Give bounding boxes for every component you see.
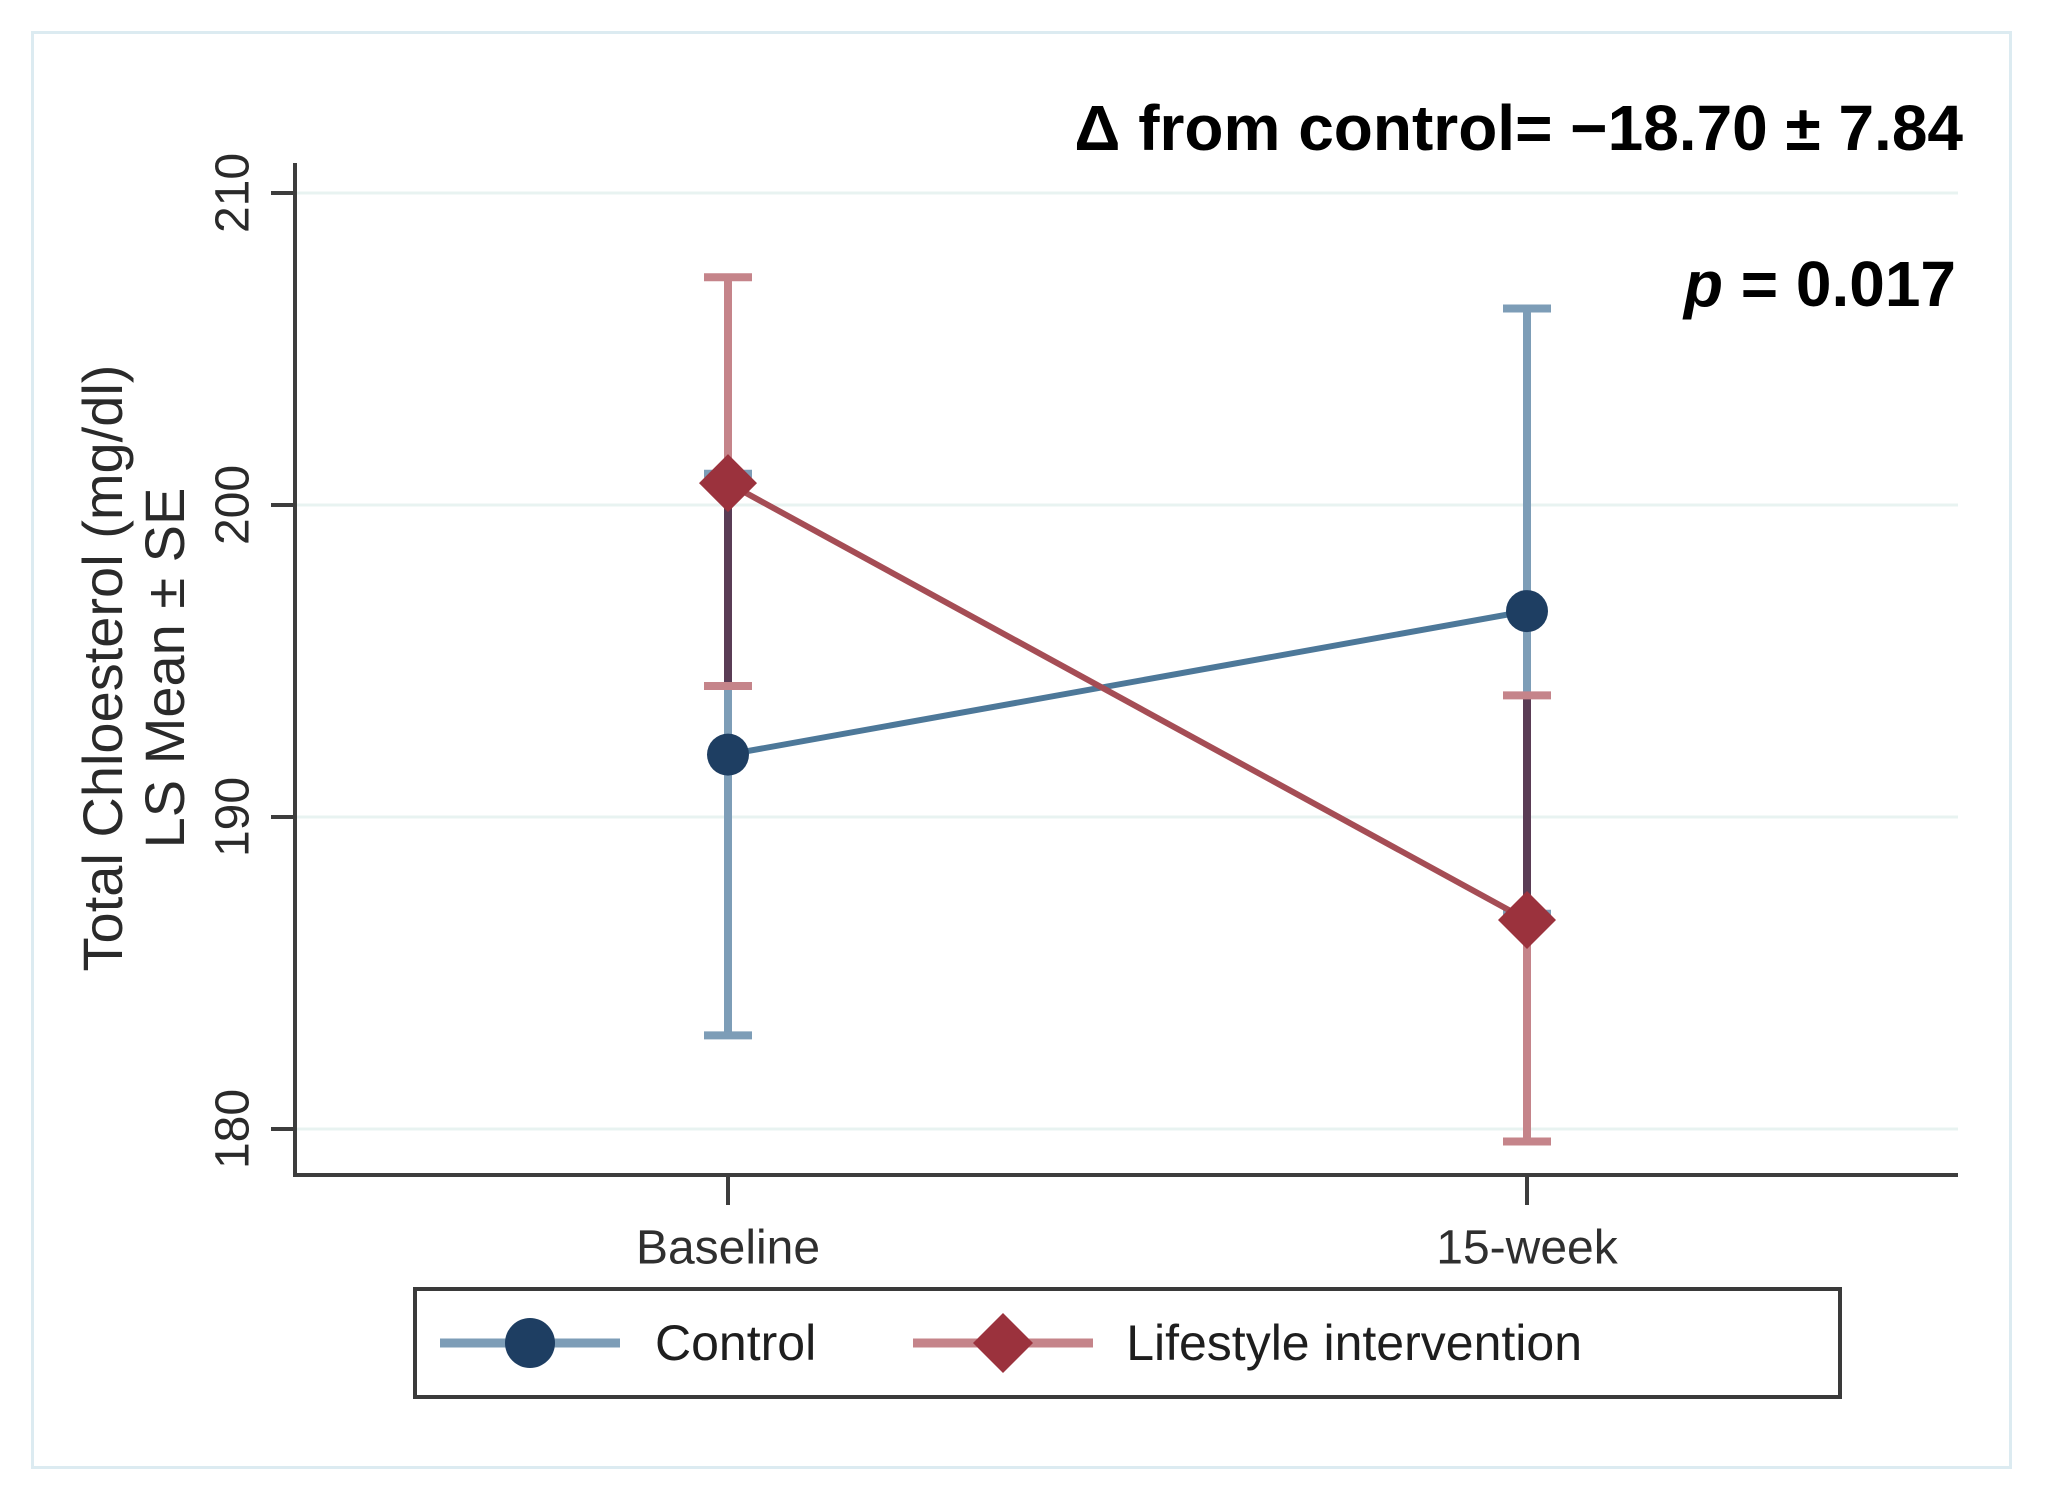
x-tick-label-baseline: Baseline (635, 1221, 821, 1275)
legend-entry-lifestyle: Lifestyle intervention (908, 1305, 1582, 1381)
y-tick-label-180: 180 (206, 1088, 260, 1170)
y-tick-label-200: 200 (206, 464, 260, 546)
series-line-1 (726, 480, 1529, 923)
figure-frame (31, 31, 2012, 1469)
series-line-0 (727, 608, 1528, 758)
y-tick-label-190: 190 (206, 776, 260, 858)
marker-series1-point1 (1498, 890, 1556, 949)
marker-series1-point0 (699, 454, 757, 513)
annotation-p-symbol: p (1683, 248, 1723, 320)
legend-label-lifestyle-intervention: Lifestyle intervention (1126, 1315, 1582, 1371)
y-axis-title-line2: LS Mean ± SE (133, 487, 196, 849)
y-axis-title-line1: Total Chloesterol (mg/dl) (71, 364, 134, 972)
marker-series0-point0 (707, 733, 749, 776)
annotation-p-rest: = 0.017 (1722, 248, 1956, 320)
legend: Control Lifestyle intervention (413, 1287, 1842, 1399)
annotation-delta-from-control: Δ from control= −18.70 ± 7.84 (1074, 92, 1963, 164)
control-line-circle-icon (440, 1318, 620, 1368)
legend-label-control: Control (655, 1315, 817, 1371)
y-axis-title: Total Chloesterol (mg/dl) LS Mean ± SE (71, 364, 196, 972)
legend-entry-control: Control (435, 1308, 816, 1378)
y-tick-label-210: 210 (206, 152, 260, 234)
x-tick-label-15-week: 15-week (1436, 1221, 1618, 1275)
annotation-p-value: p = 0.017 (1684, 248, 1956, 322)
lifestyle-line-diamond-icon (913, 1313, 1094, 1373)
marker-series0-point1 (1506, 590, 1548, 633)
